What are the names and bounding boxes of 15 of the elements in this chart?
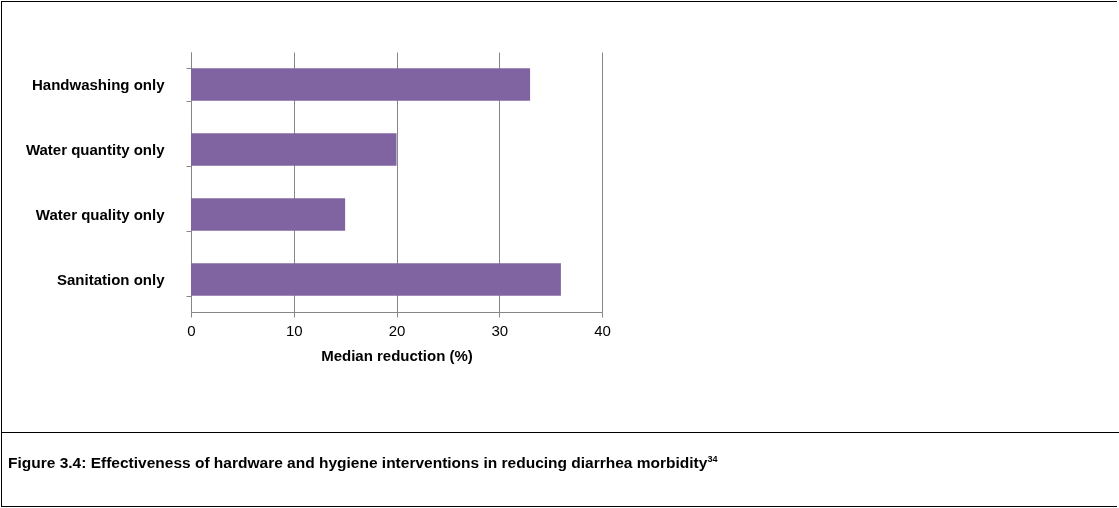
bar <box>191 68 531 101</box>
y-tick-label: Water quality only <box>35 206 166 223</box>
y-tick-label: Sanitation only <box>56 271 166 288</box>
x-tick-label: 40 <box>594 321 611 339</box>
bar <box>191 263 561 296</box>
text: Figure 3.4: Effectiveness of hardware and hygiene interventions in reducing diarrhea morbidity$^{34}$ <box>8 454 718 473</box>
y-tick-label: Handwashing only <box>31 76 166 93</box>
bar <box>191 133 397 166</box>
x-tick-label: 30 <box>491 321 509 339</box>
x-axis-title: Median reduction (%) <box>321 346 473 364</box>
x-tick-label: 0 <box>187 321 196 339</box>
x-tick-label: 20 <box>388 321 406 339</box>
x-tick-label: 10 <box>285 321 303 339</box>
bar <box>191 198 346 231</box>
y-tick-label: Water quantity only <box>25 141 166 158</box>
